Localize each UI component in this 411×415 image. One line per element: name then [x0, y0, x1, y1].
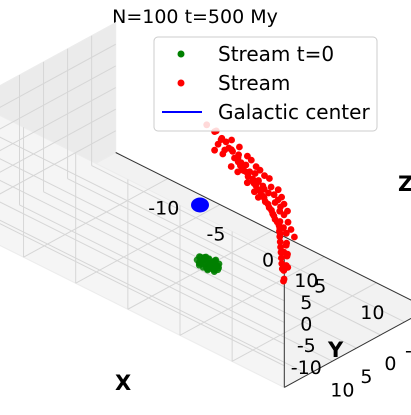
stream-point	[261, 172, 268, 180]
y-axis-line	[284, 317, 411, 388]
stream-point	[284, 218, 292, 226]
stream-point	[287, 226, 295, 233]
stream-point	[282, 262, 290, 269]
floor-gridline-y	[43, 191, 357, 349]
grid-lines	[0, 35, 411, 388]
stream-point	[280, 224, 287, 232]
x-tick-label: 5	[314, 276, 326, 298]
stream-point	[211, 146, 219, 154]
y-tick-label: 5	[360, 366, 372, 388]
stream-point	[264, 200, 272, 208]
stream-point	[228, 146, 235, 154]
stream-point	[280, 200, 288, 208]
backwall-gridline-z	[0, 201, 285, 345]
chart-title: N=100 t=500 My	[112, 6, 278, 28]
legend: Stream t=0 Stream Galactic center	[153, 36, 378, 132]
stream-point	[270, 191, 278, 199]
legend-label-stream-t0: Stream t=0	[218, 42, 334, 66]
y-tick-label: 10	[330, 379, 354, 401]
stream-point	[227, 163, 235, 170]
stream-point	[277, 243, 284, 251]
z-tick-label: 0	[300, 313, 312, 335]
z-tick-label: -10	[291, 357, 322, 379]
backwall-gridline-z	[0, 179, 285, 323]
stream-point	[246, 168, 254, 176]
stream-point	[284, 207, 291, 215]
stream-point	[267, 183, 275, 191]
plot-marks	[191, 121, 298, 285]
z-tick-label: -5	[297, 335, 316, 357]
z-tick-label: 10	[294, 270, 318, 292]
stream-point	[254, 178, 262, 186]
stream-point	[256, 166, 264, 174]
stream-point	[266, 175, 273, 182]
stream-point	[278, 193, 285, 201]
stream-point	[260, 194, 268, 202]
stream-point	[228, 136, 236, 144]
x-axis-line	[115, 152, 411, 301]
legend-box	[153, 36, 378, 132]
stream-point	[259, 182, 267, 190]
stream-point	[242, 161, 250, 169]
legend-label-stream: Stream	[218, 71, 290, 95]
stream-point	[243, 179, 251, 187]
x-tick-label: -10	[148, 198, 179, 220]
y-tick-label: -5	[405, 340, 411, 362]
stream-point	[276, 238, 284, 246]
stream-point	[235, 151, 243, 159]
stream-point	[251, 170, 259, 177]
stream-point	[247, 156, 255, 164]
x-tick-label: -5	[207, 224, 226, 246]
legend-marker-stream	[177, 79, 185, 87]
stream-point	[282, 229, 290, 237]
z-tick-label: 5	[300, 292, 312, 314]
stream-point	[291, 233, 298, 241]
stream-point	[222, 138, 230, 146]
legend-label-galactic-center: Galactic center	[218, 100, 370, 124]
stream-point	[268, 206, 275, 214]
galactic-center-marker	[191, 197, 209, 213]
z-axis-label: Z	[398, 172, 411, 196]
floor-gridline-y	[91, 165, 405, 323]
floor-gridline-y	[67, 178, 381, 336]
leftwall-gridline-z	[0, 130, 116, 195]
legend-marker-stream-t0	[177, 50, 185, 58]
floor-gridline-y	[19, 204, 333, 362]
backwall-gridline-z	[0, 223, 285, 367]
stream-point	[274, 186, 282, 194]
x-tick-label: 0	[262, 250, 274, 272]
stream-point	[219, 150, 227, 158]
leftwall-gridline-z	[0, 65, 116, 130]
stream-point	[265, 189, 272, 197]
y-tick-label: 0	[384, 353, 396, 375]
x-tick-label: 10	[360, 302, 384, 324]
stream-point	[284, 250, 291, 258]
leftwall-gridline-z	[0, 43, 116, 108]
x-axis-label: X	[115, 371, 131, 395]
backwall-gridline-z	[0, 136, 285, 280]
stream-t0-point	[215, 260, 223, 268]
stream-point	[249, 175, 257, 183]
stream-point	[236, 143, 243, 151]
stream-point	[278, 254, 285, 262]
backwall-gridline-z	[0, 158, 285, 302]
stream-point	[277, 248, 285, 256]
y-axis-label: Y	[327, 338, 344, 362]
stream-point	[276, 218, 284, 225]
leftwall-gridline-z	[0, 108, 116, 173]
floor-gridline-y	[0, 219, 309, 375]
leftwall-gridline-z	[0, 87, 116, 152]
stream-point	[283, 239, 290, 247]
stream-point	[280, 275, 288, 283]
